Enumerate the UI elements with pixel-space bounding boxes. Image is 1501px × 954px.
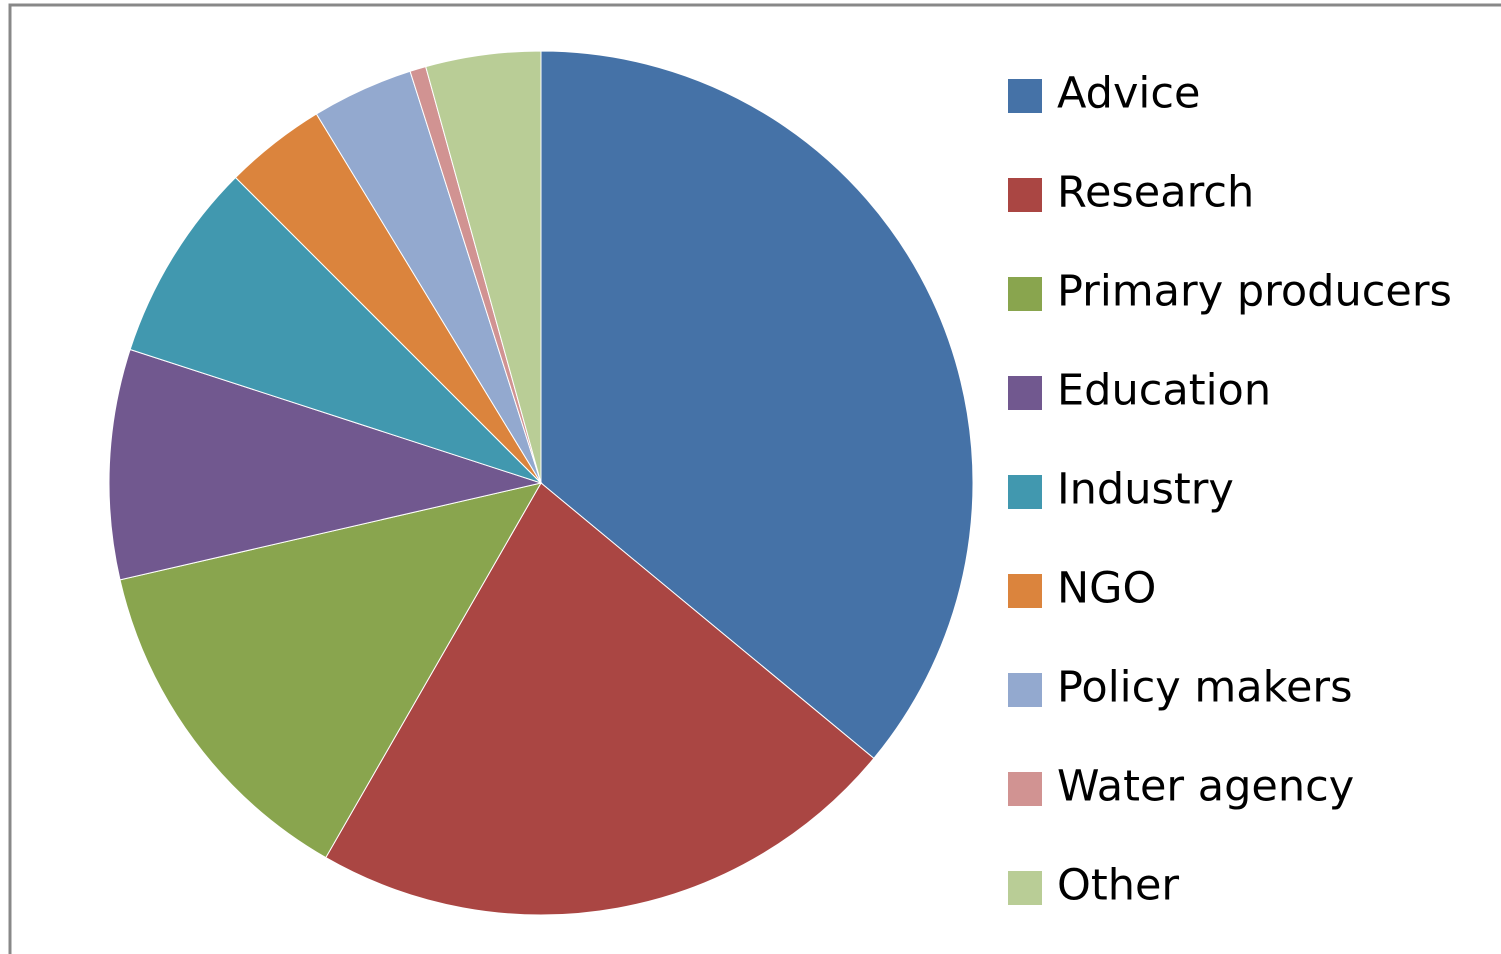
legend-swatch [1008,475,1042,509]
pie-slice [129,176,542,484]
pie-slice [540,50,974,760]
legend-label: Other [1057,861,1179,911]
legend-swatch [1008,376,1042,410]
legend-swatch [1008,178,1042,212]
legend-swatch [1008,772,1042,806]
legend-swatch [1008,79,1042,113]
legend-label: Water agency [1057,762,1354,812]
legend-swatch [1008,277,1042,311]
legend-label: Advice [1057,69,1200,119]
legend-label: Primary producers [1057,267,1452,317]
legend-swatch [1008,871,1042,905]
pie-slice [119,482,543,859]
legend-label: Education [1057,366,1271,416]
pie-slice [325,482,875,916]
pie-slice [425,50,542,484]
pie-slice [108,348,543,581]
legend-label: Policy makers [1057,663,1353,713]
legend-label: NGO [1057,564,1156,614]
legend-swatch [1008,673,1042,707]
legend-swatch [1008,574,1042,608]
legend-label: Research [1057,168,1254,218]
legend-label: Industry [1057,465,1234,515]
